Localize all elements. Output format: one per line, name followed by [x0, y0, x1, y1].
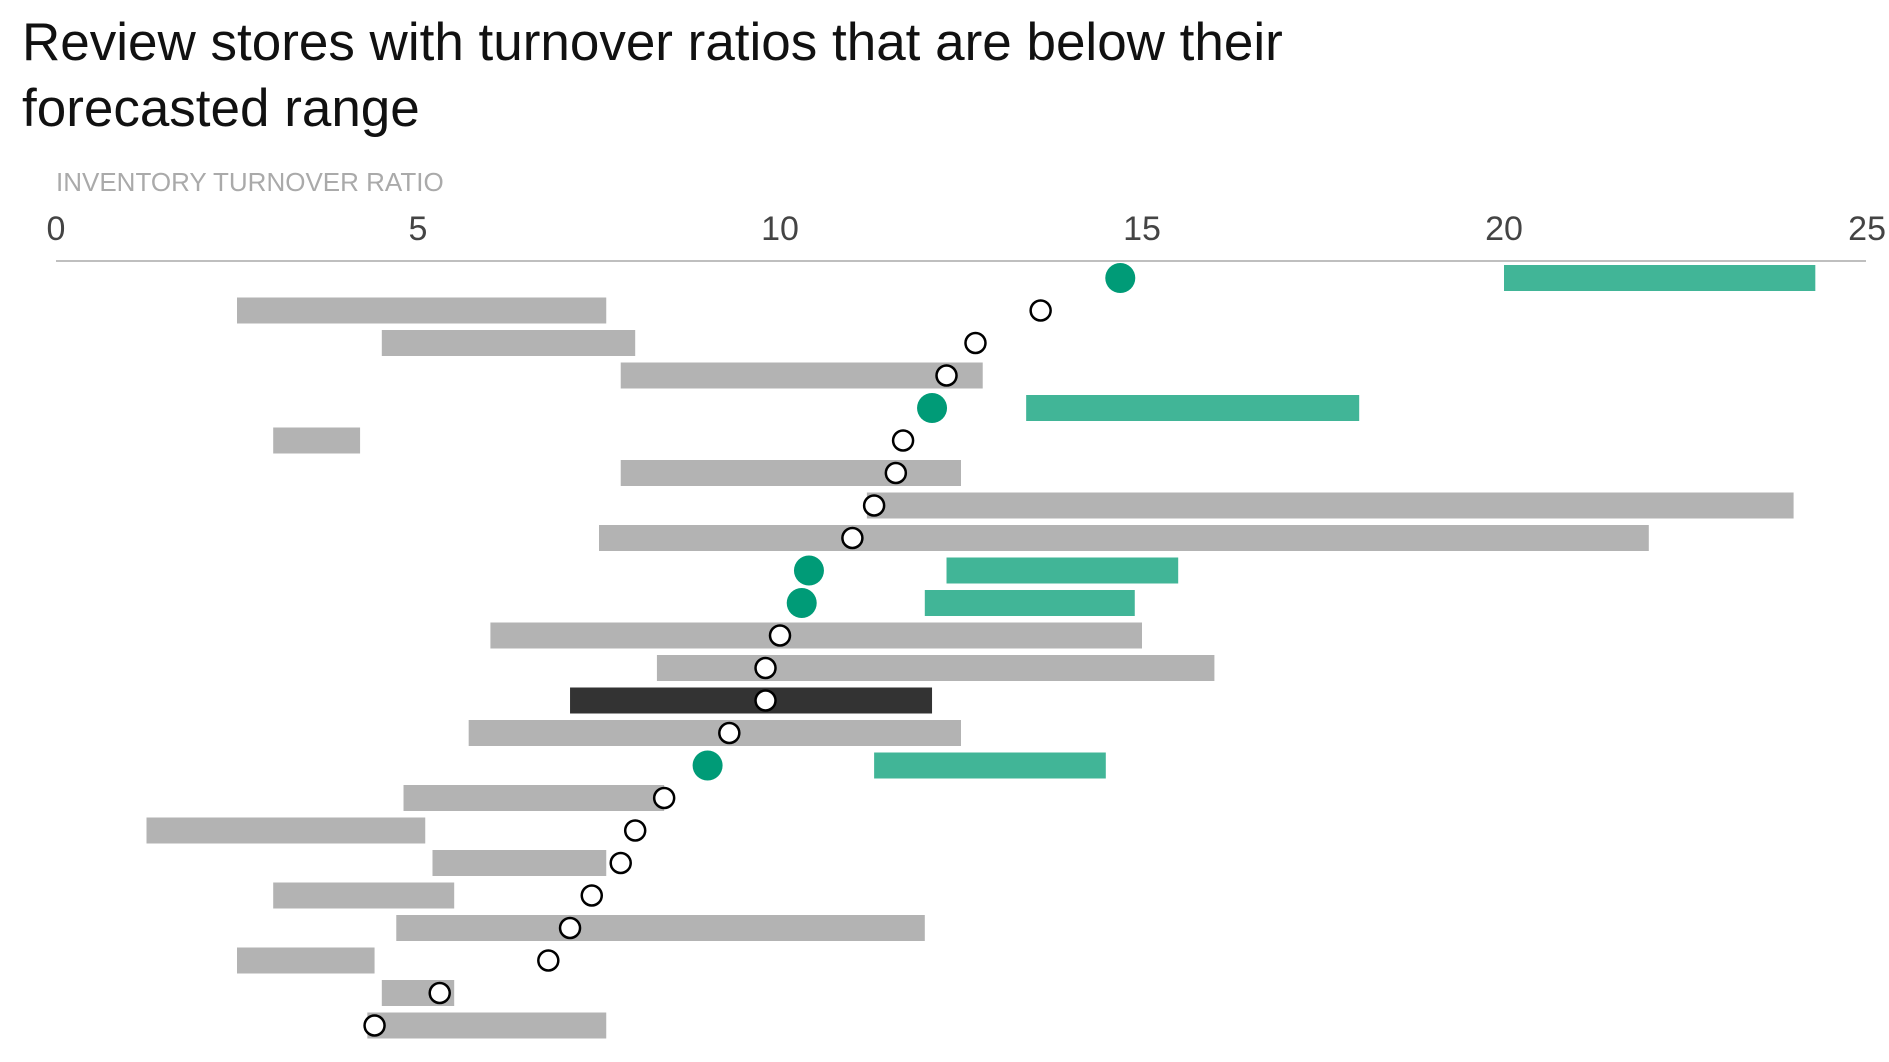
- actual-value-dot: [891, 429, 915, 452]
- x-tick-label: 15: [1123, 210, 1161, 248]
- actual-value-dot: [428, 981, 451, 1005]
- forecast-range-bar: [620, 362, 983, 389]
- x-tick-label: 10: [761, 210, 799, 248]
- forecast-range-bar: [367, 1012, 607, 1039]
- x-tick-label: 25: [1848, 210, 1886, 248]
- actual-value-dot: [841, 526, 864, 550]
- forecast-range-bars: [146, 265, 1816, 1039]
- forecast-range-bar: [432, 850, 607, 876]
- actual-value-dots: [363, 263, 1136, 1037]
- actual-value-dot: [964, 331, 987, 355]
- actual-value-dot-below: [692, 750, 723, 781]
- actual-value-dot: [884, 461, 908, 485]
- forecast-range-bar: [1504, 265, 1816, 291]
- forecast-range-bar: [146, 817, 426, 844]
- forecast-range-bar: [924, 590, 1135, 616]
- actual-value-dot: [609, 851, 632, 875]
- forecast-range-bar: [403, 785, 665, 811]
- forecast-range-bar: [874, 752, 1106, 779]
- actual-value-dot-below: [1105, 263, 1136, 293]
- forecast-range-bar: [490, 622, 1142, 649]
- forecast-range-bar: [866, 492, 1794, 519]
- actual-value-dot: [558, 916, 582, 940]
- actual-value-dot: [754, 689, 777, 712]
- actual-value-dot: [1029, 299, 1052, 322]
- x-tick-label: 0: [47, 210, 66, 248]
- actual-value-dot-below: [786, 588, 817, 618]
- actual-value-dot: [754, 656, 777, 680]
- x-axis-ticks: 0 5 10 15 20 25: [47, 210, 1886, 248]
- forecast-range-bar: [396, 915, 925, 941]
- actual-value-dot: [363, 1014, 386, 1037]
- forecast-range-bar: [273, 427, 361, 454]
- forecast-range-bar: [237, 947, 375, 974]
- actual-value-dot: [580, 884, 604, 907]
- actual-value-dot: [623, 819, 647, 842]
- x-tick-label: 20: [1485, 210, 1523, 248]
- forecast-range-bar: [620, 460, 961, 486]
- chart-title: Review stores with turnover ratios that …: [22, 13, 1283, 138]
- actual-value-dot-below: [917, 393, 948, 423]
- actual-value-dot: [935, 364, 958, 387]
- forecast-range-bar: [273, 882, 455, 909]
- forecast-range-bar: [381, 330, 636, 356]
- forecast-range-bar: [599, 525, 1649, 551]
- forecast-range-bar: [570, 687, 933, 714]
- actual-value-dot: [652, 786, 676, 810]
- x-tick-label: 5: [409, 210, 428, 248]
- forecast-range-bar: [237, 297, 607, 324]
- forecast-range-bar: [468, 720, 961, 746]
- forecast-range-bar: [946, 557, 1179, 584]
- actual-value-dot: [537, 949, 560, 972]
- actual-value-dot: [768, 624, 792, 647]
- actual-value-dot: [862, 494, 886, 517]
- x-axis-title: INVENTORY TURNOVER RATIO: [56, 167, 444, 197]
- forecast-range-bar: [656, 655, 1215, 681]
- actual-value-dot-below: [793, 555, 824, 586]
- forecast-range-bar: [1026, 395, 1360, 421]
- actual-value-dot: [718, 721, 741, 745]
